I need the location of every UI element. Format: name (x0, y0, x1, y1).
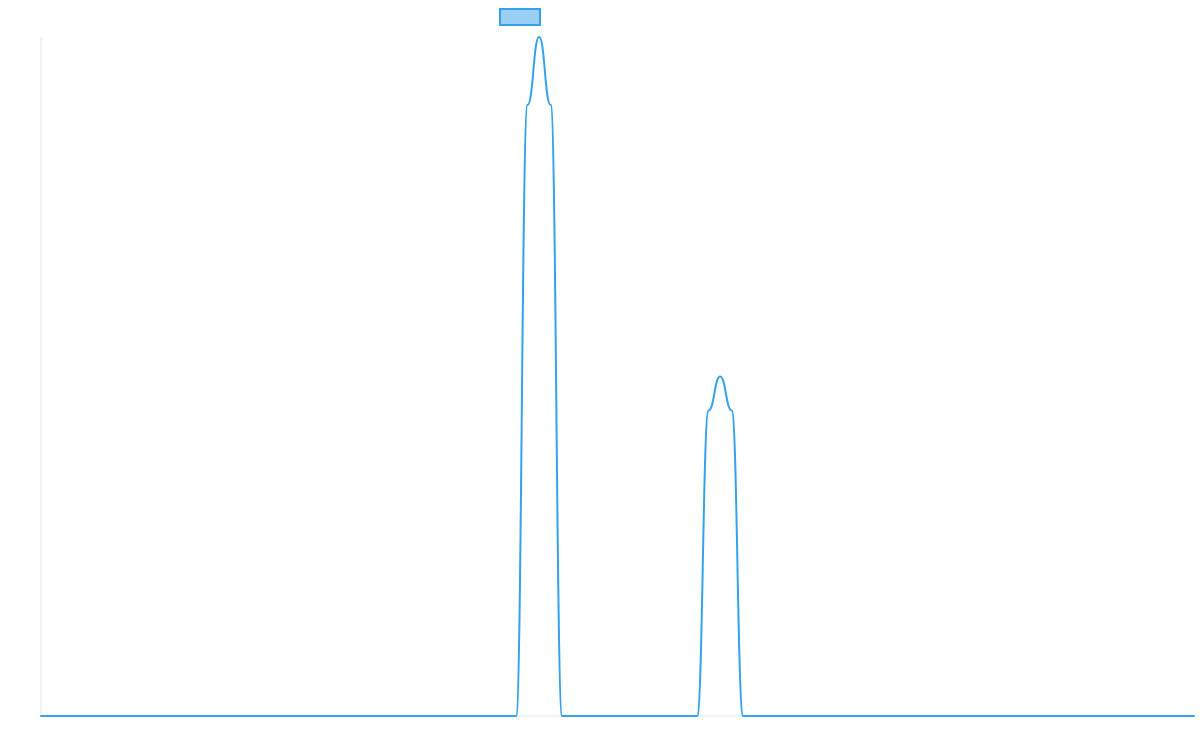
series-layer (40, 36, 1195, 718)
series-line-0 (40, 36, 1195, 718)
legend-swatch-0[interactable] (499, 8, 541, 26)
axes (40, 37, 1194, 717)
legend[interactable] (499, 8, 541, 26)
